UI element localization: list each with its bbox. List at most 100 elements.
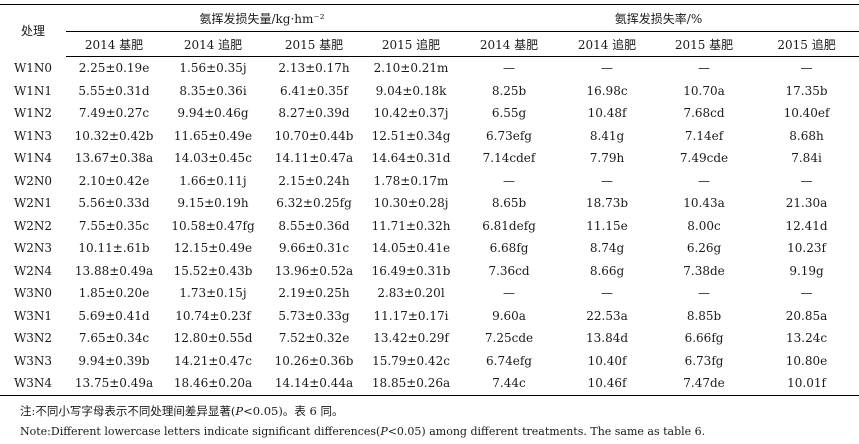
- table-cell: 1.85±0.20e: [78, 286, 150, 301]
- table-row: W1N4 13.67±0.38a 14.03±0.45c 14.11±0.47a 14.…: [0, 147, 859, 170]
- table-cell: 6.55g: [491, 106, 527, 121]
- column-header: 2015 基肥: [264, 31, 364, 57]
- row-label: W3N0: [13, 286, 53, 301]
- table-cell: 10.80e: [785, 353, 828, 368]
- note-english: Note:Different lowercase letters indicat…: [20, 425, 705, 438]
- table-cell: 5.56±0.33d: [78, 196, 150, 211]
- table-cell: —: [800, 173, 813, 188]
- table-cell: 7.38de: [683, 263, 725, 278]
- table-cell: 10.23f: [787, 241, 826, 256]
- table-cell: 8.55±0.36d: [278, 218, 350, 233]
- treatment-header: 处理: [20, 24, 45, 39]
- column-header: 2014 基肥: [458, 31, 561, 57]
- table-cell: 9.60a: [492, 308, 526, 323]
- table-cell: 6.41±0.35f: [280, 83, 348, 98]
- table-cell: 13.88±0.49a: [74, 263, 154, 278]
- row-label: W2N3: [13, 241, 53, 256]
- note-cn-p: P: [235, 404, 244, 418]
- row-label: W3N3: [13, 353, 53, 368]
- table-cell: 9.94±0.39b: [78, 353, 150, 368]
- note-cn-suffix: <0.05)。表 6 同。: [243, 404, 344, 418]
- column-header: 2014 基肥: [66, 31, 162, 57]
- table-row: W1N1 5.55±0.31d 8.35±0.36i 6.41±0.35f 9.04±0…: [0, 80, 859, 103]
- table-cell: 7.79h: [589, 151, 625, 166]
- note-en-prefix: Note:Different lowercase letters indicat…: [20, 425, 381, 438]
- table-cell: 5.69±0.41d: [78, 308, 150, 323]
- table-cell: 12.15±0.49e: [173, 241, 253, 256]
- table-cell: —: [698, 286, 711, 301]
- table-cell: 15.52±0.43b: [173, 263, 253, 278]
- table-cell: 10.58±0.47fg: [171, 218, 255, 233]
- row-label: W3N2: [13, 331, 53, 346]
- table-cell: 13.75±0.49a: [74, 376, 154, 391]
- loss-rate-group-header: 氨挥发损失率/%: [458, 4, 859, 32]
- table-cell: 6.73efg: [486, 128, 532, 143]
- table-row: W2N1 5.56±0.33d 9.15±0.19h 6.32±0.25fg 10.30…: [0, 192, 859, 215]
- table-cell: 18.46±0.20a: [173, 376, 253, 391]
- table-cell: 16.98c: [586, 83, 628, 98]
- row-label: W3N4: [13, 376, 53, 391]
- column-header: 2014 追肥: [162, 31, 264, 57]
- table-cell: 11.71±0.32h: [371, 218, 451, 233]
- table-body: W1N0 2.25±0.19e 1.56±0.35j 2.13±0.17h 2.10±0…: [0, 57, 859, 396]
- table-cell: 8.85b: [686, 308, 722, 323]
- table-cell: 6.66fg: [684, 331, 724, 346]
- table-cell: 10.11±.61b: [78, 241, 150, 256]
- table-cell: 10.74±0.23f: [175, 308, 251, 323]
- table-cell: 6.68fg: [489, 241, 529, 256]
- table-cell: 14.03±0.45c: [174, 151, 252, 166]
- table-row: W3N3 9.94±0.39b 14.21±0.47c 10.26±0.36b 15.7…: [0, 350, 859, 373]
- table-cell: 7.44c: [492, 376, 526, 391]
- table-cell: 5.55±0.31d: [78, 83, 150, 98]
- table-cell: 9.19g: [789, 263, 824, 278]
- table-cell: 6.81defg: [482, 218, 536, 233]
- row-label: W1N2: [13, 106, 53, 121]
- table-cell: 8.68h: [789, 128, 824, 143]
- table-cell: 7.65±0.34c: [78, 331, 150, 346]
- table-cell: 14.11±0.47a: [274, 151, 354, 166]
- table-row: W1N3 10.32±0.42b 11.65±0.49e 10.70±0.44b 12.…: [0, 125, 859, 148]
- row-label: W3N1: [13, 308, 53, 323]
- table-cell: 7.47de: [683, 376, 725, 391]
- table-cell: 1.73±0.15j: [179, 286, 247, 301]
- table-cell: 1.56±0.35j: [179, 61, 247, 76]
- note-chinese: 注:不同小写字母表示不同处理间差异显著(P<0.05)。表 6 同。: [20, 403, 343, 419]
- table-cell: 10.43a: [683, 196, 725, 211]
- table-cell: 13.67±0.38a: [74, 151, 154, 166]
- table-cell: 2.83±0.20l: [377, 286, 445, 301]
- table-cell: 10.70a: [683, 83, 725, 98]
- table-cell: —: [698, 61, 711, 76]
- table-cell: 7.55±0.35c: [78, 218, 150, 233]
- table-cell: 10.40ef: [783, 106, 830, 121]
- table-row: W2N2 7.55±0.35c 10.58±0.47fg 8.55±0.36d 11.7…: [0, 215, 859, 238]
- table-cell: 8.00c: [687, 218, 721, 233]
- table-row: W3N4 13.75±0.49a 18.46±0.20a 14.14±0.44a 18.…: [0, 372, 859, 395]
- table-cell: 10.40f: [587, 353, 627, 368]
- column-header: 2014 追肥: [560, 31, 655, 57]
- row-label: W1N0: [13, 61, 53, 75]
- table-cell: 1.66±0.11j: [179, 173, 247, 188]
- table-cell: 14.21±0.47c: [174, 353, 252, 368]
- table-cell: 8.35±0.36i: [179, 83, 247, 98]
- table-row: W3N0 1.85±0.20e 1.73±0.15j 2.19±0.25h 2.83±0…: [0, 282, 859, 305]
- row-label: W1N1: [13, 83, 53, 98]
- row-label: W1N3: [13, 128, 53, 143]
- table-cell: 2.13±0.17h: [278, 61, 350, 76]
- table-cell: —: [800, 286, 813, 301]
- table-cell: 13.84d: [585, 331, 629, 346]
- table-row: W2N0 2.10±0.42e 1.66±0.11j 2.15±0.24h 1.78±0…: [0, 170, 859, 193]
- table-cell: 13.42±0.29f: [373, 331, 449, 346]
- column-header: 2015 基肥: [654, 31, 755, 57]
- row-label: W2N0: [13, 173, 53, 188]
- table-row: W1N0 2.25±0.19e 1.56±0.35j 2.13±0.17h 2.10±0…: [0, 57, 859, 80]
- table-cell: —: [503, 61, 516, 76]
- table-cell: 10.30±0.28j: [373, 196, 449, 211]
- table-row: W3N1 5.69±0.41d 10.74±0.23f 5.73±0.33g 11.17…: [0, 305, 859, 328]
- row-label: W2N2: [13, 218, 53, 233]
- table-cell: 2.10±0.21m: [373, 61, 449, 76]
- row-label: W1N4: [13, 151, 53, 166]
- table-row: W2N4 13.88±0.49a 15.52±0.43b 13.96±0.52a 16.…: [0, 260, 859, 283]
- table-cell: —: [503, 286, 516, 301]
- table-cell: —: [601, 286, 614, 301]
- table-cell: 12.51±0.34g: [371, 128, 451, 143]
